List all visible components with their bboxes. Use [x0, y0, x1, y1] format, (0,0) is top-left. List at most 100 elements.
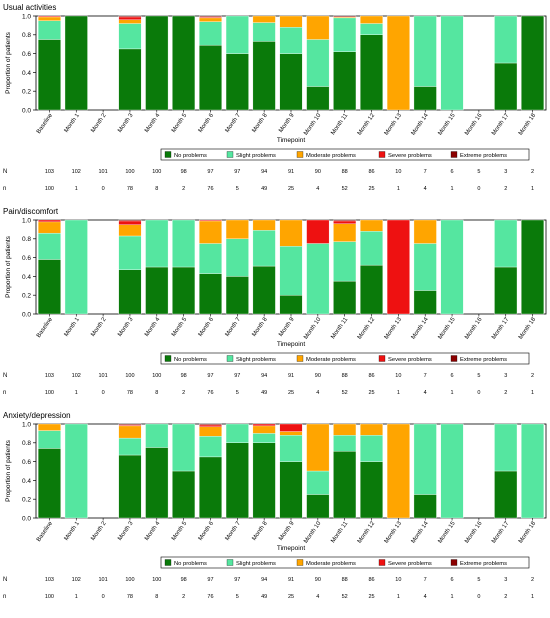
- n-value: 1: [397, 390, 400, 396]
- n-value: 2: [182, 390, 185, 396]
- bar-segment: [172, 219, 196, 268]
- x-tick-label: Month 7: [225, 316, 243, 338]
- n-value: 25: [288, 186, 294, 192]
- bar-segment: [279, 461, 303, 519]
- bar-segment: [225, 238, 249, 277]
- bar-segment: [37, 232, 61, 260]
- bar-segment: [118, 224, 142, 237]
- bar-segment: [306, 243, 330, 315]
- legend-swatch: [164, 151, 172, 158]
- legend-label: Moderate problems: [306, 357, 356, 363]
- N-value: 5: [477, 169, 480, 175]
- x-tick-label: Month 4: [144, 520, 162, 542]
- legend-swatch: [450, 559, 458, 566]
- bar-segment: [306, 470, 330, 495]
- y-tick-label: 0.6: [22, 459, 31, 466]
- x-tick-label: Month 6: [198, 316, 216, 338]
- n-value: 100: [45, 390, 54, 396]
- n-value: 52: [342, 186, 348, 192]
- bar-segment: [172, 470, 196, 519]
- bar-segment: [521, 423, 545, 519]
- bar-segment: [199, 17, 222, 22]
- legend-box: [160, 148, 530, 161]
- n-value: 1: [531, 186, 534, 192]
- N-value: 2: [531, 577, 534, 583]
- bar-segment: [118, 23, 142, 50]
- n-value: 4: [316, 390, 319, 396]
- x-tick-label: Month 13: [384, 316, 404, 340]
- legend-box: [160, 556, 530, 569]
- n-value: 25: [288, 390, 294, 396]
- bar-segment: [199, 424, 222, 427]
- x-tick-label: Month 18: [518, 316, 538, 340]
- bar-segment: [333, 219, 357, 222]
- legend-label: No problems: [174, 153, 207, 159]
- N-value: 3: [504, 169, 507, 175]
- bar-segment: [279, 431, 303, 436]
- y-tick-label: 1.0: [22, 421, 31, 428]
- y-tick-label: 1.0: [22, 217, 31, 224]
- n-value: 8: [155, 594, 158, 600]
- bar-segment: [145, 15, 169, 111]
- bar-segment: [145, 266, 169, 315]
- bar-segment: [386, 219, 410, 315]
- bar-segment: [225, 219, 249, 239]
- legend-swatch: [226, 355, 234, 362]
- N-value: 97: [207, 373, 213, 379]
- bar-segment: [37, 430, 61, 449]
- bar-segment: [252, 425, 276, 434]
- x-tick-label: Baseline: [36, 316, 54, 339]
- n-value: 25: [368, 390, 374, 396]
- bar-segment: [494, 62, 518, 111]
- bar-segment: [118, 269, 142, 315]
- n-value: 100: [45, 594, 54, 600]
- x-tick-label: Month 12: [357, 112, 377, 136]
- x-tick-label: Month 15: [437, 520, 457, 544]
- bar-segment: [333, 15, 357, 18]
- bar-segment: [252, 15, 276, 23]
- x-tick-label: Month 11: [330, 520, 349, 544]
- bar-segment: [252, 423, 276, 427]
- n-value: 4: [424, 186, 427, 192]
- y-tick-label: 0.6: [22, 255, 31, 262]
- bar-segment: [252, 41, 276, 111]
- N-value: 6: [451, 577, 454, 583]
- x-axis-label: Timepoint: [277, 545, 305, 552]
- bar-segment: [64, 219, 88, 315]
- n-value: 76: [207, 594, 213, 600]
- N-value: 97: [234, 373, 240, 379]
- bar-segment: [225, 423, 249, 443]
- x-tick-label: Month 9: [278, 316, 296, 338]
- x-tick-label: Month 14: [411, 520, 431, 544]
- n-value: 4: [316, 594, 319, 600]
- n-value: 49: [261, 390, 267, 396]
- n-value: 2: [504, 594, 507, 600]
- x-tick-label: Month 8: [251, 316, 269, 338]
- legend-label: Severe problems: [388, 357, 432, 363]
- x-tick-label: Month 15: [437, 316, 457, 340]
- n-value: 49: [261, 186, 267, 192]
- N-value: 101: [99, 577, 108, 583]
- N-value: 88: [342, 577, 348, 583]
- n-value: 1: [451, 594, 454, 600]
- x-tick-label: Baseline: [36, 112, 54, 135]
- N-value: 97: [234, 577, 240, 583]
- n-value: 5: [236, 390, 239, 396]
- bar-segment: [360, 435, 383, 462]
- N-row-label: N: [3, 169, 7, 175]
- bar-segment: [252, 433, 276, 443]
- bar-segment: [118, 219, 142, 222]
- N-value: 103: [45, 169, 54, 175]
- N-value: 10: [395, 577, 401, 583]
- legend-swatch: [296, 355, 304, 362]
- legend-swatch: [450, 355, 458, 362]
- x-tick-label: Month 10: [303, 112, 323, 136]
- bar-segment: [333, 241, 357, 282]
- bar-segment: [360, 231, 383, 266]
- bar-segment: [199, 423, 222, 426]
- bar-segment: [279, 27, 303, 54]
- N-value: 6: [451, 169, 454, 175]
- legend-swatch: [378, 559, 386, 566]
- bar-segment: [252, 442, 276, 519]
